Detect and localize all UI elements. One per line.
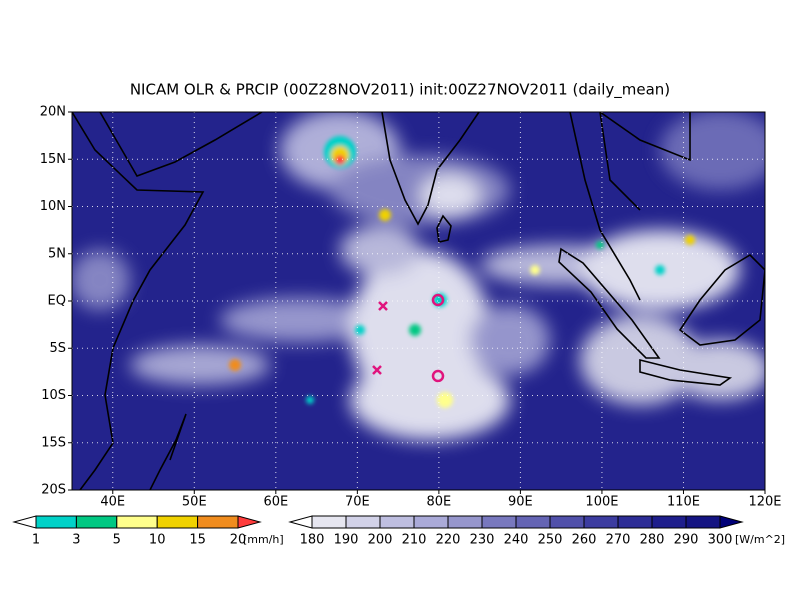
olr-colorbar-box: [311, 515, 347, 529]
precip-colorbar-box: [116, 515, 158, 529]
olr-colorbar-tick-label: 260: [572, 533, 597, 548]
olr-colorbar-tick-label: 290: [674, 533, 699, 548]
map-title: NICAM OLR & PRCIP (00Z28NOV2011) init:00…: [130, 81, 670, 100]
olr-colorbar-tick-label: 200: [368, 533, 393, 548]
precip-colorbar-box: [75, 515, 118, 529]
coastlines: [72, 112, 765, 490]
olr-colorbar-tick-label: 230: [470, 533, 495, 548]
olr-colorbar-box: [685, 515, 721, 529]
precip-colorbar-tick-label: 20: [230, 533, 247, 548]
olr-colorbar-tick-label: 210: [402, 533, 427, 548]
olr-colorbar-tick-label: 240: [504, 533, 529, 548]
olr-colorbar-tick-label: 180: [300, 533, 325, 548]
olr-colorbar-box: [515, 515, 551, 529]
storm-markers: [372, 293, 445, 383]
lat-tick-label: 15N: [40, 152, 66, 167]
precip-colorbar-over: [237, 515, 262, 529]
lon-tick-label: 120E: [748, 495, 781, 510]
olr-colorbar-tick-label: 250: [538, 533, 563, 548]
lat-tick-label: 15S: [41, 435, 66, 450]
olr-colorbar-box: [549, 515, 585, 529]
olr-unit: [W/m^2]: [735, 533, 785, 546]
lon-tick-label: 110E: [667, 495, 700, 510]
lon-tick-label: 90E: [508, 495, 533, 510]
cloud-field: [72, 112, 765, 440]
precip-unit: [mm/h]: [243, 533, 284, 546]
precip-colorbar-box: [156, 515, 199, 529]
olr-colorbar-tick-label: 280: [640, 533, 665, 548]
lat-tick-label: 5S: [49, 341, 66, 356]
lon-tick-label: 80E: [426, 495, 451, 510]
lon-tick-label: 70E: [345, 495, 370, 510]
lat-tick-label: 20S: [41, 483, 66, 498]
map-area: [72, 112, 765, 490]
precip-colorbar-tick-label: 1: [32, 533, 40, 548]
lon-tick-label: 100E: [585, 495, 618, 510]
olr-colorbar-box: [345, 515, 381, 529]
lon-tick-label: 60E: [263, 495, 288, 510]
lat-tick-label: EQ: [48, 294, 66, 309]
olr-colorbar-box: [481, 515, 517, 529]
lon-tick-label: 40E: [100, 495, 125, 510]
precip-colorbar-box: [197, 515, 239, 529]
olr-colorbar-over: [719, 515, 744, 529]
olr-colorbar-box: [379, 515, 415, 529]
precip-colorbar-tick-label: 5: [113, 533, 121, 548]
lon-tick-label: 50E: [182, 495, 207, 510]
olr-colorbar-box: [413, 515, 449, 529]
precip-colorbar-tick-label: 15: [189, 533, 206, 548]
olr-colorbar-box: [617, 515, 653, 529]
lat-tick-label: 10N: [40, 199, 66, 214]
precip-colorbar-tick-label: 3: [72, 533, 80, 548]
olr-colorbar-tick-label: 190: [334, 533, 359, 548]
lat-tick-label: 5N: [48, 246, 66, 261]
precip-colorbar-box: [35, 515, 77, 529]
olr-colorbar-tick-label: 220: [436, 533, 461, 548]
lat-tick-label: 10S: [41, 388, 66, 403]
precip-cells: [229, 136, 695, 408]
olr-colorbar-box: [583, 515, 619, 529]
olr-colorbar-tick-label: 300: [708, 533, 733, 548]
lat-tick-label: 20N: [40, 105, 66, 120]
olr-colorbar-tick-label: 270: [606, 533, 631, 548]
olr-colorbar-under: [288, 515, 313, 529]
grid: [72, 112, 765, 490]
olr-colorbar-box: [447, 515, 483, 529]
precip-colorbar-tick-label: 10: [149, 533, 166, 548]
precip-colorbar-under: [12, 515, 37, 529]
olr-colorbar-box: [651, 515, 687, 529]
